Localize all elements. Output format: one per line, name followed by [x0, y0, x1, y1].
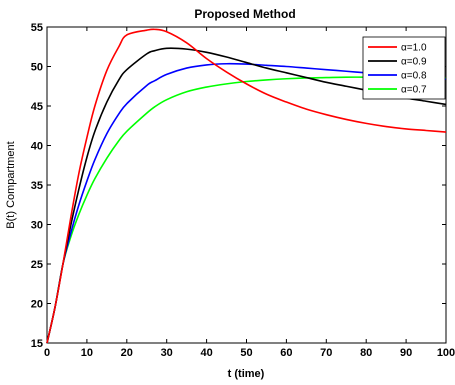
- y-tick-label: 35: [31, 180, 43, 192]
- y-tick-label: 25: [31, 259, 43, 271]
- x-tick-label: 50: [240, 347, 252, 359]
- x-tick-label: 90: [400, 347, 412, 359]
- x-tick-label: 60: [280, 347, 292, 359]
- series-line-2: [46, 47, 447, 344]
- series-line-4: [46, 76, 447, 344]
- x-tick-label: 40: [200, 347, 212, 359]
- legend-label-2: α=0.9: [401, 57, 427, 68]
- y-tick-label: 15: [31, 338, 43, 350]
- y-tick-label: 55: [31, 22, 43, 34]
- x-tick-label: 70: [320, 347, 332, 359]
- legend: α=1.0 α=0.9 α=0.8 α=0.7: [362, 36, 446, 100]
- x-tick-label: 80: [360, 347, 372, 359]
- x-tick-label: 0: [44, 347, 50, 359]
- y-axis-label: B(t) Compartment: [5, 141, 17, 228]
- x-tick-label: 30: [161, 347, 173, 359]
- legend-label-1: α=1.0: [401, 43, 427, 54]
- y-tick-label: 40: [31, 141, 43, 153]
- legend-label-4: α=0.7: [401, 85, 427, 96]
- x-tick-label: 20: [121, 347, 133, 359]
- legend-label-3: α=0.8: [401, 71, 427, 82]
- x-tick-label: 100: [437, 347, 455, 359]
- series-line-3: [46, 62, 447, 344]
- y-tick-label: 20: [31, 299, 43, 311]
- series-line-1: [46, 28, 447, 344]
- y-tick-label: 45: [31, 101, 43, 113]
- chart-title: Proposed Method: [194, 7, 295, 21]
- x-axis-label: t (time): [228, 368, 265, 380]
- x-tick-label: 10: [81, 347, 93, 359]
- y-tick-label: 50: [31, 62, 43, 74]
- y-tick-label: 30: [31, 220, 43, 232]
- axis-ticks: 0 10 20 30 40 50 60 70 80 90 100 15 20 25 30 35 40 45 50 55: [31, 22, 455, 359]
- series-lines: [46, 28, 447, 344]
